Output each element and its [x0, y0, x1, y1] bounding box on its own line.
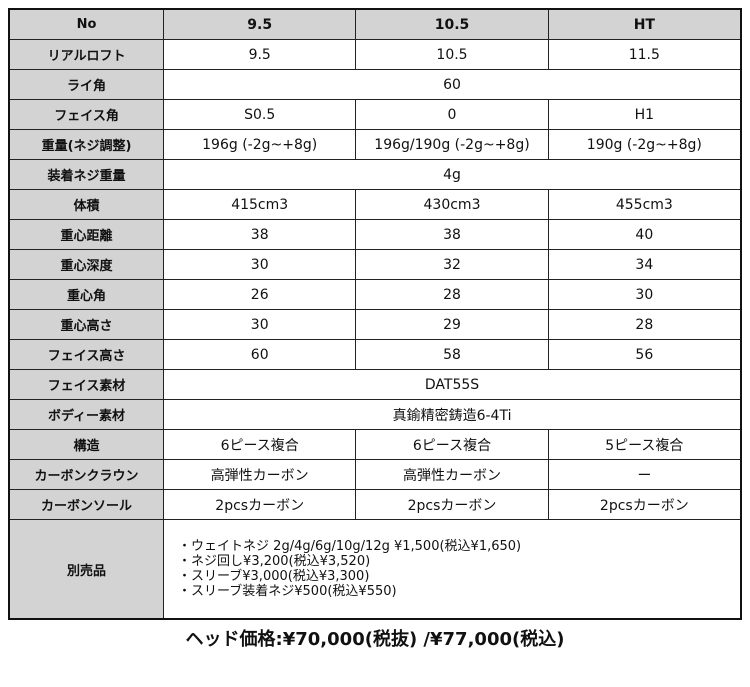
- table-cell: 38: [163, 219, 357, 250]
- table-row: フェイス角 S0.5 0 H1: [8, 99, 742, 130]
- table-row: カーボンソール 2pcsカーボン 2pcsカーボン 2pcsカーボン: [8, 489, 742, 520]
- table-cell: 9.5: [163, 39, 357, 70]
- table-cell: 0: [355, 99, 549, 130]
- accessories-list: ・ウェイトネジ 2g/4g/6g/10g/12g ¥1,500(税込¥1,650…: [163, 519, 742, 620]
- table-cell: 真鍮精密鋳造6-4Ti: [163, 399, 742, 430]
- table-cell: 高弾性カーボン: [355, 459, 549, 490]
- table-cell: 40: [547, 219, 742, 250]
- row-label: カーボンソール: [8, 489, 165, 520]
- row-label: フェイス角: [8, 99, 165, 130]
- table-cell: DAT55S: [163, 369, 742, 400]
- row-label: 重心距離: [8, 219, 165, 250]
- header-cell: 10.5: [355, 8, 549, 40]
- row-label: フェイス高さ: [8, 339, 165, 370]
- table-cell: 34: [547, 249, 742, 280]
- table-cell: 196g (-2g~+8g): [163, 129, 357, 160]
- table-cell: 38: [355, 219, 549, 250]
- table-row: 重量(ネジ調整) 196g (-2g~+8g) 196g/190g (-2g~+8g…: [8, 129, 742, 160]
- header-cell: 9.5: [163, 8, 357, 40]
- row-label: ボディー素材: [8, 399, 165, 430]
- row-label: 重心角: [8, 279, 165, 310]
- table-cell: 高弾性カーボン: [163, 459, 357, 490]
- header-cell: No: [8, 8, 165, 40]
- accessory-item: ・ネジ回し¥3,200(税込¥3,520): [178, 554, 371, 569]
- accessory-item: ・ウェイトネジ 2g/4g/6g/10g/12g ¥1,500(税込¥1,650…: [178, 539, 522, 554]
- table-cell: 190g (-2g~+8g): [547, 129, 742, 160]
- row-label: ライ角: [8, 69, 165, 100]
- table-row: カーボンクラウン 高弾性カーボン 高弾性カーボンー: [8, 459, 742, 490]
- spec-table: No 9.5 10.5 HT リアルロフト 9.5 10.5 11.5 ライ角 60 フェイ…: [8, 8, 742, 620]
- row-label: 重量(ネジ調整): [8, 129, 165, 160]
- row-label: 重心高さ: [8, 309, 165, 340]
- table-cell: 6ピース複合: [355, 429, 549, 460]
- table-cell: 26: [163, 279, 357, 310]
- table-cell: 28: [547, 309, 742, 340]
- table-row: リアルロフト 9.5 10.5 11.5: [8, 39, 742, 70]
- row-label: 装着ネジ重量: [8, 159, 165, 190]
- table-cell: 4g: [163, 159, 742, 190]
- table-cell: S0.5: [163, 99, 357, 130]
- row-label: リアルロフト: [8, 39, 165, 70]
- table-row: 装着ネジ重量 4g: [8, 159, 742, 190]
- table-cell: 29: [355, 309, 549, 340]
- table-cell: 2pcsカーボン: [355, 489, 549, 520]
- table-row: ボディー素材 真鍮精密鋳造6-4Ti: [8, 399, 742, 430]
- table-row: 体積 415cm3 430cm3 455cm3: [8, 189, 742, 220]
- table-row: 重心距離 38 38 40: [8, 219, 742, 250]
- table-row: 重心深度 30 32 34: [8, 249, 742, 280]
- table-cell: 60: [163, 69, 742, 100]
- table-row: ライ角 60: [8, 69, 742, 100]
- table-cell: 30: [163, 309, 357, 340]
- row-label: 別売品: [8, 519, 165, 620]
- table-cell: ー: [547, 459, 742, 490]
- header-cell: HT: [547, 8, 742, 40]
- table-cell: 6ピース複合: [163, 429, 357, 460]
- table-cell: 11.5: [547, 39, 742, 70]
- table-cell: 455cm3: [547, 189, 742, 220]
- row-label: 構造: [8, 429, 165, 460]
- table-cell: 58: [355, 339, 549, 370]
- row-label: フェイス素材: [8, 369, 165, 400]
- table-cell: 430cm3: [355, 189, 549, 220]
- row-label: カーボンクラウン: [8, 459, 165, 490]
- table-row: 重心高さ 30 29 28: [8, 309, 742, 340]
- table-cell: H1: [547, 99, 742, 130]
- header-row: No 9.5 10.5 HT: [8, 8, 742, 40]
- table-cell: 5ピース複合: [547, 429, 742, 460]
- table-cell: 415cm3: [163, 189, 357, 220]
- table-cell: 30: [163, 249, 357, 280]
- table-row: フェイス素材 DAT55S: [8, 369, 742, 400]
- table-cell: 2pcsカーボン: [547, 489, 742, 520]
- table-cell: 32: [355, 249, 549, 280]
- head-price: ヘッド価格:¥70,000(税抜) /¥77,000(税込): [185, 629, 565, 650]
- table-cell: 196g/190g (-2g~+8g): [355, 129, 549, 160]
- table-cell: 60: [163, 339, 357, 370]
- table-cell: 56: [547, 339, 742, 370]
- table-cell: 2pcsカーボン: [163, 489, 357, 520]
- table-cell: 30: [547, 279, 742, 310]
- table-cell: 28: [355, 279, 549, 310]
- table-row: フェイス高さ 60 58 56: [8, 339, 742, 370]
- table-row: 重心角 26 28 30: [8, 279, 742, 310]
- row-label: 体積: [8, 189, 165, 220]
- row-label: 重心深度: [8, 249, 165, 280]
- accessory-item: ・スリーブ装着ネジ¥500(税込¥550): [178, 584, 397, 599]
- accessories-row: 別売品 ・ウェイトネジ 2g/4g/6g/10g/12g ¥1,500(税込¥1,…: [8, 519, 742, 620]
- table-row: 構造 6ピース複合 6ピース複合 5ピース複合: [8, 429, 742, 460]
- accessory-item: ・スリーブ¥3,000(税込¥3,300): [178, 569, 370, 584]
- table-cell: 10.5: [355, 39, 549, 70]
